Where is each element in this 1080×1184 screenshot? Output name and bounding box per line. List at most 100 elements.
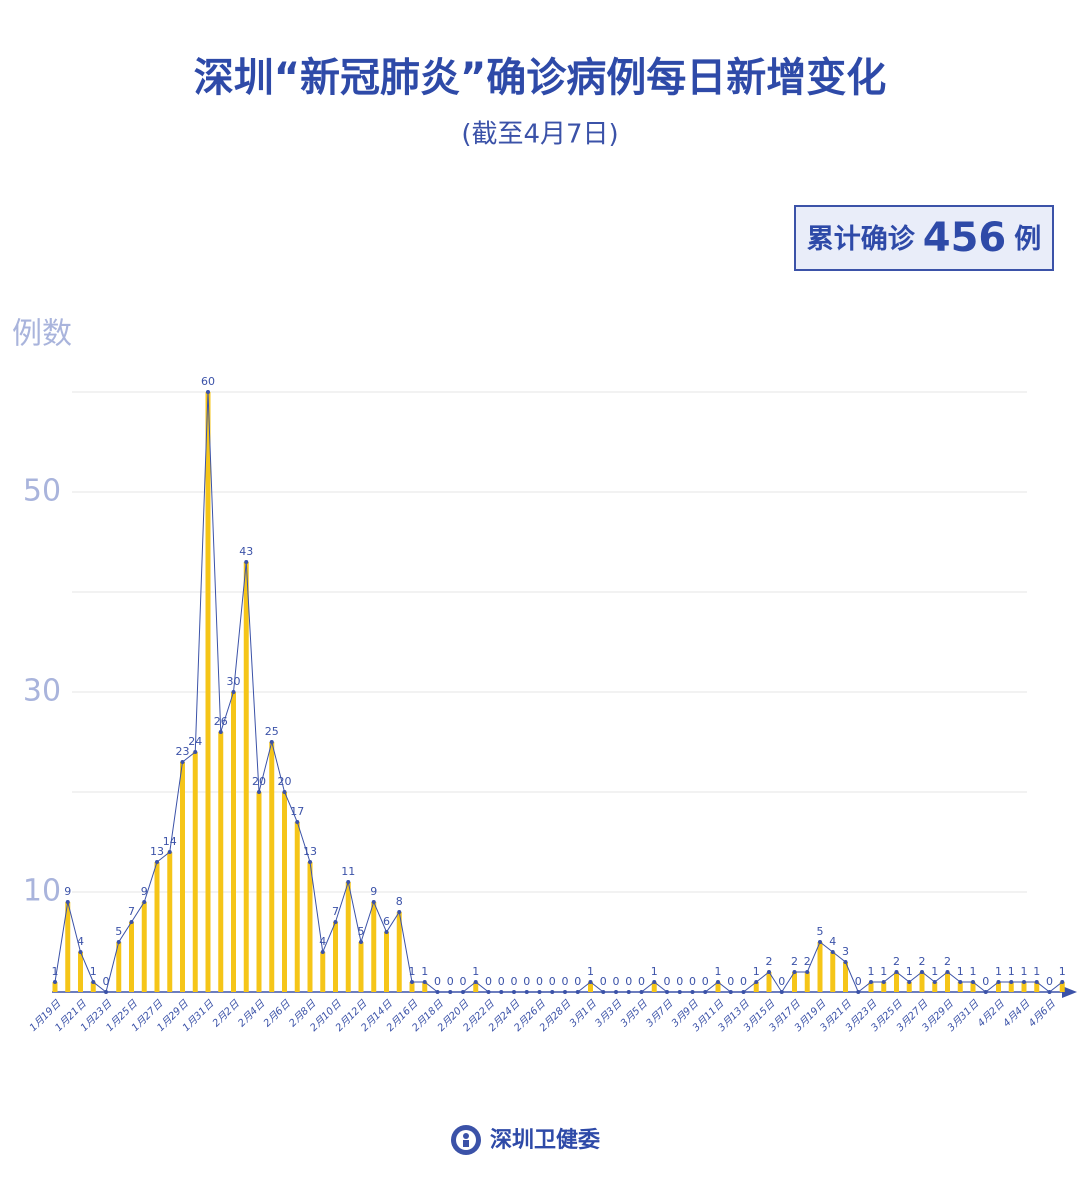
point: [346, 880, 351, 884]
value-label: 2: [804, 955, 811, 968]
point: [104, 990, 108, 994]
value-label: 1: [472, 965, 479, 978]
x-tick-label: 2月6日: [262, 998, 294, 1030]
value-label: 1: [1033, 965, 1040, 978]
value-label: 0: [523, 975, 530, 988]
value-label: 0: [574, 975, 581, 988]
point: [665, 990, 669, 994]
value-label: 1: [970, 965, 977, 978]
bar: [766, 972, 772, 992]
bar: [320, 952, 326, 992]
bar: [473, 982, 479, 992]
point: [626, 990, 631, 994]
point: [410, 980, 414, 984]
point: [384, 930, 389, 934]
y-tick-label: 10: [23, 874, 61, 909]
value-label: 1: [1021, 965, 1028, 978]
value-label: 0: [485, 975, 492, 988]
value-label: 5: [115, 925, 122, 938]
bar: [78, 952, 83, 992]
value-label: 1: [995, 965, 1002, 978]
bar: [715, 982, 721, 992]
bar: [1059, 982, 1065, 992]
point: [575, 990, 580, 994]
bar: [282, 792, 287, 992]
value-label: 0: [1046, 975, 1053, 988]
point: [244, 560, 249, 564]
bar: [422, 982, 428, 992]
bar: [180, 762, 185, 992]
bar: [231, 692, 236, 992]
value-label: 4: [319, 935, 326, 948]
x-tick-label: 3月1日: [568, 998, 600, 1030]
value-label: 0: [689, 975, 696, 988]
point: [1022, 980, 1026, 984]
point: [983, 990, 988, 994]
value-label: 4: [77, 935, 84, 948]
value-label: 0: [613, 975, 620, 988]
point: [320, 950, 325, 954]
value-label: 17: [290, 805, 304, 818]
point: [754, 980, 759, 984]
point: [397, 910, 402, 914]
value-label: 1: [880, 965, 887, 978]
point: [601, 990, 606, 994]
bar: [116, 942, 122, 992]
point: [920, 970, 924, 974]
point: [894, 970, 899, 974]
bar: [396, 912, 402, 992]
point: [371, 900, 376, 904]
total-prefix: 累计确诊: [807, 223, 916, 255]
value-label: 0: [778, 975, 785, 988]
bar: [65, 902, 71, 992]
bar: [409, 982, 415, 992]
value-label: 4: [829, 935, 836, 948]
point: [639, 990, 644, 994]
total-text: 累计确诊 456 例: [807, 215, 1042, 261]
point: [231, 690, 236, 694]
value-label: 0: [638, 975, 645, 988]
bar: [830, 952, 836, 992]
point: [1047, 990, 1052, 994]
point: [142, 900, 147, 904]
value-label: 43: [239, 545, 253, 558]
bar: [384, 932, 389, 992]
value-label: 13: [303, 845, 317, 858]
bar: [294, 822, 300, 992]
value-label: 0: [740, 975, 747, 988]
value-label: 9: [64, 885, 71, 898]
point: [563, 990, 567, 994]
value-label: 13: [150, 845, 164, 858]
point: [779, 990, 784, 994]
point: [333, 920, 338, 924]
point: [461, 990, 465, 994]
bar: [753, 982, 759, 992]
point: [932, 980, 937, 984]
point: [193, 750, 198, 754]
bar: [333, 922, 338, 992]
bar: [957, 982, 963, 992]
value-label: 1: [906, 965, 913, 978]
point: [690, 990, 695, 994]
point: [996, 980, 1001, 984]
value-label: 23: [176, 745, 190, 758]
value-label: 0: [460, 975, 467, 988]
x-tick-label: 3月3日: [593, 998, 625, 1030]
point: [805, 970, 810, 974]
value-label: 0: [702, 975, 709, 988]
bar: [804, 972, 810, 992]
x-tick-label: 2月4日: [236, 998, 268, 1030]
value-label: 14: [163, 835, 177, 848]
value-label: 0: [625, 975, 632, 988]
value-label: 26: [214, 715, 228, 728]
bar: [167, 852, 173, 992]
value-label: 0: [103, 975, 110, 988]
bar: [996, 982, 1001, 992]
bar: [269, 742, 275, 992]
x-tick-label: 2月2日: [211, 998, 243, 1030]
bar: [919, 972, 925, 992]
value-label: 0: [727, 975, 734, 988]
bar: [129, 922, 134, 992]
point: [78, 950, 83, 954]
bar: [932, 982, 938, 992]
